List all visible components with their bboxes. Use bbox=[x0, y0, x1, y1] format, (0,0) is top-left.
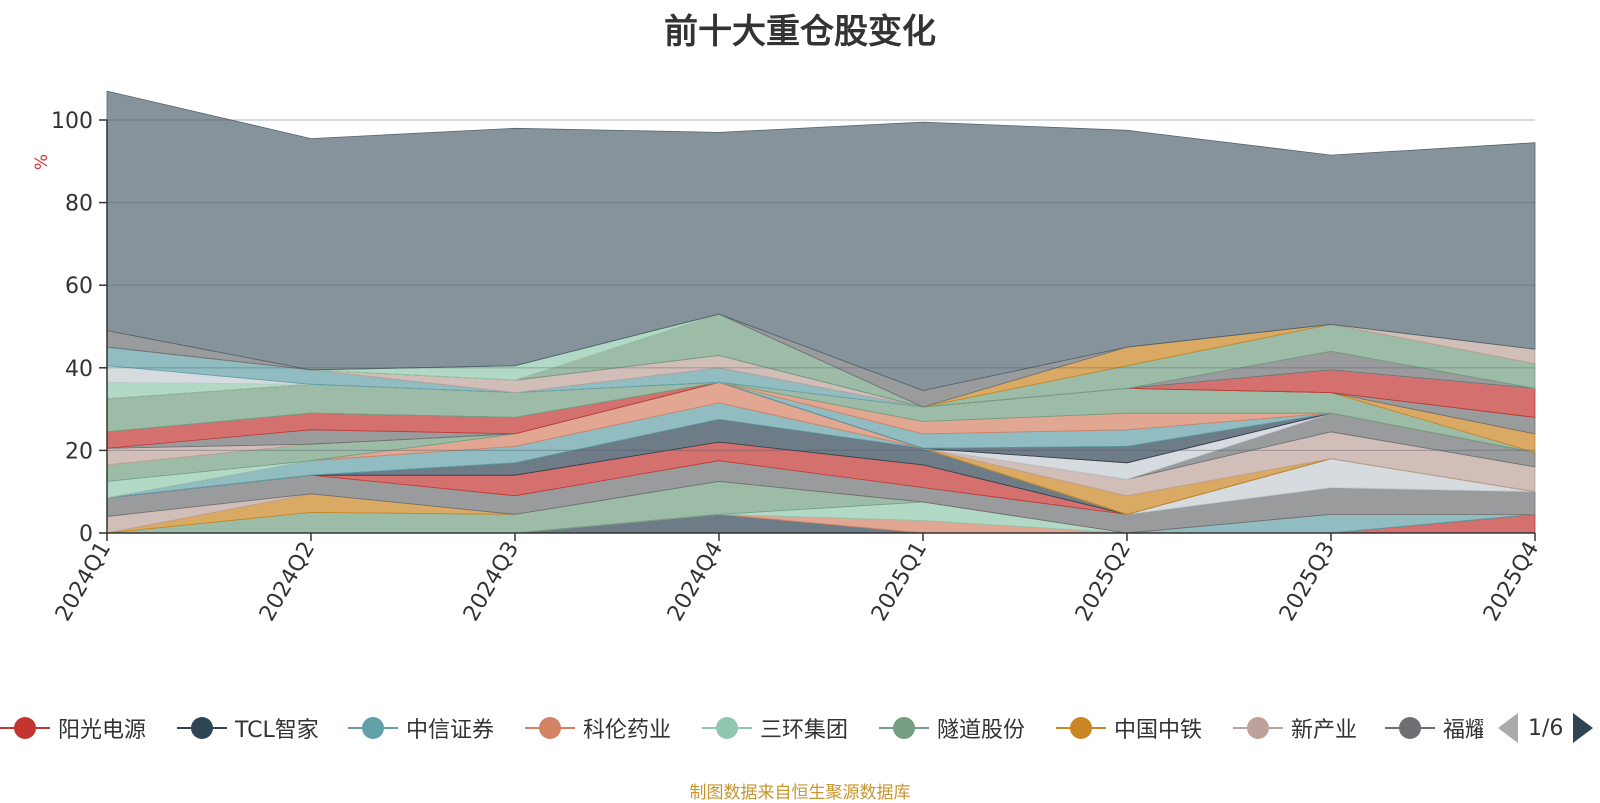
legend-marker-icon bbox=[177, 708, 227, 748]
legend-item-9[interactable]: 福耀玻璃 bbox=[1385, 708, 1483, 748]
legend-item-5[interactable]: 三环集团 bbox=[702, 708, 848, 748]
legend-label: 新产业 bbox=[1291, 718, 1358, 743]
area-layer bbox=[106, 90, 1536, 534]
legend-label: 阳光电源 bbox=[58, 718, 147, 743]
legend-marker-icon bbox=[1233, 708, 1283, 748]
y-tick-label: 20 bbox=[65, 439, 93, 464]
legend-item-2[interactable]: TCL智家 bbox=[177, 708, 319, 748]
y-axis-unit-label: % bbox=[32, 154, 52, 170]
legend-item-3[interactable]: 中信证券 bbox=[348, 708, 494, 748]
legend-item-1[interactable]: 阳光电源 bbox=[0, 708, 146, 748]
legend-item-6[interactable]: 隧道股份 bbox=[879, 708, 1025, 748]
x-tick-label: 2024Q2 bbox=[255, 538, 320, 626]
legend-marker-icon bbox=[1385, 708, 1435, 748]
legend-label: 隧道股份 bbox=[937, 718, 1026, 743]
x-tick-label: 2024Q4 bbox=[663, 538, 728, 626]
y-tick-label: 100 bbox=[51, 109, 93, 134]
legend-marker-icon bbox=[348, 708, 398, 748]
legend-marker-icon bbox=[0, 708, 50, 748]
data-source-note: 制图数据来自恒生聚源数据库 bbox=[689, 783, 911, 803]
legend-item-4[interactable]: 科伦药业 bbox=[525, 708, 671, 748]
legend-marker-icon bbox=[702, 708, 752, 748]
legend-next-page-button[interactable] bbox=[1573, 713, 1594, 743]
y-tick-label: 60 bbox=[65, 274, 93, 299]
legend-label: 三环集团 bbox=[760, 718, 849, 743]
legend-item-8[interactable]: 新产业 bbox=[1233, 708, 1357, 748]
y-tick-label: 40 bbox=[65, 357, 93, 382]
legend-prev-page-button[interactable] bbox=[1498, 713, 1518, 743]
legend-marker-icon bbox=[879, 708, 929, 748]
legend: 阳光电源 TCL智家 中信证券 科伦药业 三环集团 隧道股份 中国中铁 新产业 福耀玻璃 1/6 bbox=[0, 708, 1600, 748]
y-tick-label: 80 bbox=[65, 192, 93, 217]
x-tick-label: 2025Q4 bbox=[1479, 538, 1544, 626]
x-tick-label: 2024Q1 bbox=[51, 538, 116, 626]
legend-page-indicator: 1/6 bbox=[1528, 715, 1564, 741]
chart-title: 前十大重仓股变化 bbox=[664, 12, 936, 52]
legend-label: 科伦药业 bbox=[583, 718, 672, 743]
legend-marker-icon bbox=[1056, 708, 1106, 748]
x-tick-label: 2024Q3 bbox=[459, 538, 524, 626]
legend-label: 福耀玻璃 bbox=[1443, 718, 1483, 743]
x-tick-label: 2025Q2 bbox=[1071, 538, 1136, 626]
legend-viewport: 阳光电源 TCL智家 中信证券 科伦药业 三环集团 隧道股份 中国中铁 新产业 福耀玻璃 bbox=[0, 708, 1483, 748]
x-tick-label: 2025Q1 bbox=[867, 538, 932, 626]
x-tick-label: 2025Q3 bbox=[1275, 538, 1340, 626]
legend-pager: 1/6 bbox=[1498, 708, 1594, 748]
y-tick-label: 0 bbox=[79, 522, 93, 547]
legend-label: 中国中铁 bbox=[1114, 718, 1203, 743]
legend-item-7[interactable]: 中国中铁 bbox=[1056, 708, 1202, 748]
legend-label: 中信证券 bbox=[406, 718, 495, 743]
legend-marker-icon bbox=[525, 708, 575, 748]
legend-label: TCL智家 bbox=[235, 718, 319, 743]
grid-layer bbox=[107, 119, 1535, 451]
area-series-39 bbox=[106, 90, 1536, 391]
